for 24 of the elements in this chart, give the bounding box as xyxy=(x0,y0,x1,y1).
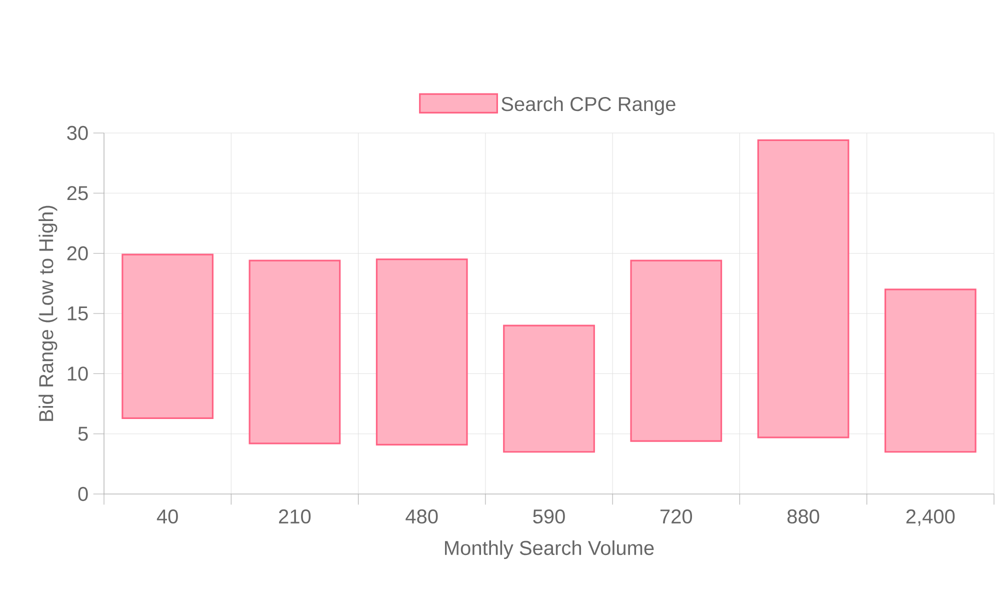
y-tick-label: 15 xyxy=(68,306,88,320)
y-tick-label: 25 xyxy=(67,186,88,200)
y-tick-label: 30 xyxy=(67,126,88,140)
y-tick-label: 5 xyxy=(78,426,88,441)
bar xyxy=(503,324,595,453)
x-tick-label: 210 xyxy=(279,509,311,524)
x-tick-label: 480 xyxy=(406,509,438,524)
y-axis-title: Bid Range (Low to High) xyxy=(38,206,58,421)
bar xyxy=(630,260,722,442)
y-tick-label: 20 xyxy=(67,246,88,260)
x-tick-label: 2,400 xyxy=(906,509,955,526)
x-tick-label: 720 xyxy=(660,509,692,524)
x-axis-title: Monthly Search Volume xyxy=(445,540,654,560)
x-tick-label: 590 xyxy=(533,509,565,524)
y-tick-label: 10 xyxy=(68,366,88,381)
bar xyxy=(757,139,850,438)
bar xyxy=(376,258,468,446)
y-tick-label: 0 xyxy=(78,486,88,502)
bar xyxy=(248,260,341,444)
x-tick-label: 880 xyxy=(787,509,820,524)
bar xyxy=(884,288,976,453)
x-tick-label: 40 xyxy=(156,509,178,524)
legend-label: Search CPC Range xyxy=(502,96,676,116)
bar xyxy=(122,254,214,419)
